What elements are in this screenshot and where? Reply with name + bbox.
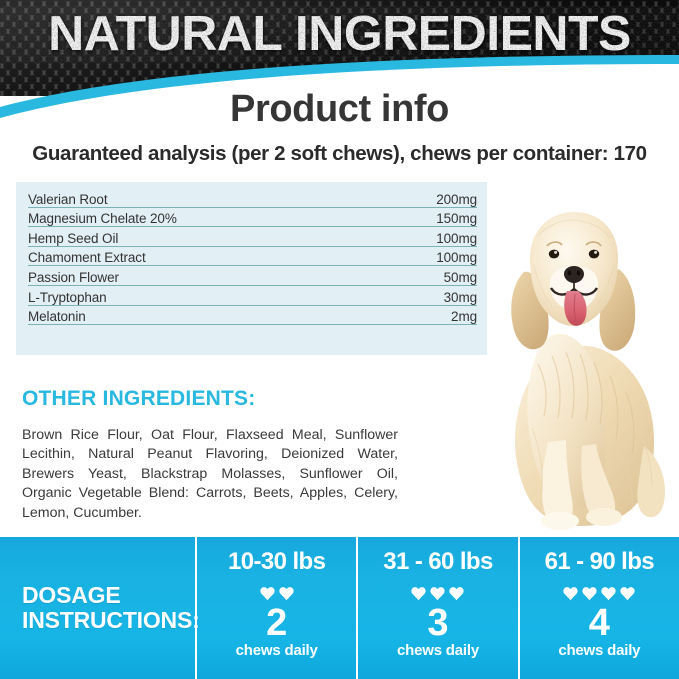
ingredient-name: Passion Flower <box>28 269 119 285</box>
dosage-column: 10-30 lbs 2 chews daily <box>195 537 356 679</box>
guaranteed-analysis-panel <box>16 182 487 355</box>
dosage-unit-label: chews daily <box>235 642 318 659</box>
heart-icon <box>563 587 578 601</box>
dosage-chew-count: 2 <box>266 602 288 644</box>
other-ingredients-text: Brown Rice Flour, Oat Flour, Flaxseed Me… <box>22 427 398 521</box>
dosage-unit-label: chews daily <box>558 642 641 659</box>
dosage-chew-count: 3 <box>427 602 449 644</box>
page-title: NATURAL INGREDIENTS <box>48 7 631 61</box>
ingredient-name: Valerian Root <box>28 191 108 207</box>
dog-photo <box>511 212 666 530</box>
dosage-heart-row <box>410 585 465 602</box>
other-ingredients-heading: OTHER INGREDIENTS: <box>22 387 256 410</box>
heart-icon <box>430 587 446 601</box>
table-row: Chamoment Extract 100mg <box>28 247 477 267</box>
dosage-heart-row <box>259 585 295 602</box>
table-row: Magnesium Chelate 20% 150mg <box>28 208 477 228</box>
heart-icon <box>449 587 465 601</box>
dosage-weight-range: 31 - 60 lbs <box>383 548 493 575</box>
header-divider-curve <box>0 55 679 125</box>
ingredient-amount: 50mg <box>443 269 477 285</box>
ingredient-amount: 100mg <box>436 230 477 246</box>
ingredient-name: L-Tryptophan <box>28 289 107 305</box>
ingredient-amount: 100mg <box>436 250 477 266</box>
ingredient-name: Chamoment Extract <box>28 250 146 266</box>
heart-icon <box>411 587 427 601</box>
table-row: Melatonin 2mg <box>28 306 477 326</box>
heart-icon <box>260 587 275 601</box>
heart-icon <box>601 587 616 601</box>
table-row: Hemp Seed Oil 100mg <box>28 227 477 247</box>
product-info-heading: Product info <box>230 88 449 130</box>
dosage-unit-label: chews daily <box>396 642 479 659</box>
dosage-column: 61 - 90 lbs 4 chews daily <box>517 537 679 679</box>
dosage-weight-range: 10-30 lbs <box>228 548 326 575</box>
dosage-label-text: DOSAGE INSTRUCTIONS: <box>22 582 200 633</box>
dosage-chew-count: 4 <box>588 602 610 644</box>
table-row: Valerian Root 200mg <box>28 188 477 208</box>
table-row: L-Tryptophan 30mg <box>28 286 477 306</box>
dosage-weight-range: 61 - 90 lbs <box>544 548 655 575</box>
ingredient-amount: 150mg <box>436 211 477 227</box>
dosage-column: 31 - 60 lbs 3 chews daily <box>356 537 517 679</box>
guaranteed-analysis-table: Valerian Root 200mg Magnesium Chelate 20% 1… <box>16 188 487 326</box>
dosage-instructions-panel: DOSAGE INSTRUCTIONS: 10-30 lbs 2 chews dai… <box>0 537 679 679</box>
heart-icon <box>620 587 635 601</box>
dosage-columns: 10-30 lbs 2 chews daily 31 - 60 lbs 3 chews d… <box>195 537 679 679</box>
table-row: Passion Flower 50mg <box>28 266 477 286</box>
ingredient-name: Magnesium Chelate 20% <box>28 211 177 227</box>
heart-icon <box>582 587 597 601</box>
ingredient-name: Melatonin <box>28 309 86 325</box>
ingredient-amount: 2mg <box>451 309 477 325</box>
ingredient-amount: 30mg <box>443 289 477 305</box>
heart-icon <box>279 587 294 601</box>
ingredient-name: Hemp Seed Oil <box>28 230 119 246</box>
dosage-label: DOSAGE INSTRUCTIONS: <box>0 537 200 679</box>
guaranteed-analysis-subheading: Guaranteed analysis (per 2 soft chews), … <box>32 142 647 165</box>
dosage-heart-row <box>562 585 636 602</box>
ingredient-amount: 200mg <box>436 191 477 207</box>
